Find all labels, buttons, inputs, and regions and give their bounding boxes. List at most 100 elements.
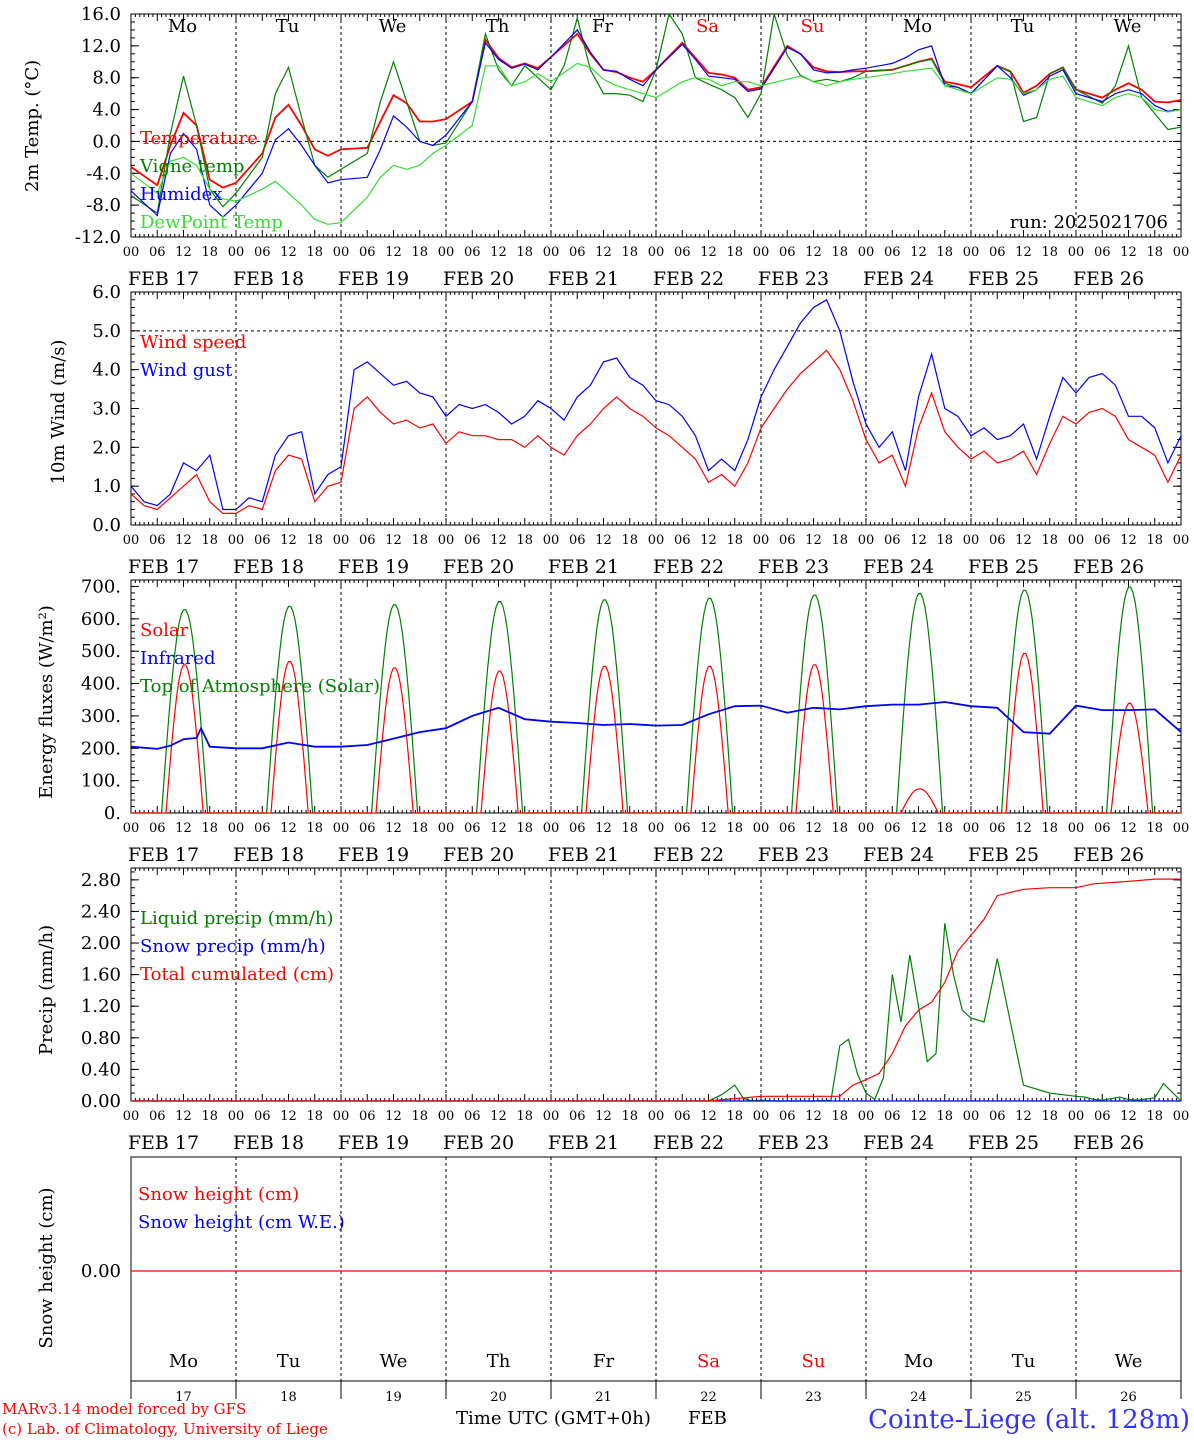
date-label: FEB 21 bbox=[548, 268, 619, 290]
hour-tick-label: 00 bbox=[228, 1109, 245, 1124]
date-label: FEB 20 bbox=[443, 268, 514, 290]
hour-tick-label: 06 bbox=[1094, 821, 1111, 836]
hour-tick-label: 00 bbox=[753, 245, 770, 260]
weekday-label: Th bbox=[487, 1351, 511, 1372]
hour-tick-label: 18 bbox=[1041, 533, 1058, 548]
hour-tick-label: 12 bbox=[595, 1109, 612, 1124]
legend-snow-height: Snow height (cm) bbox=[138, 1184, 299, 1205]
legend-infrared: Infrared bbox=[140, 648, 215, 669]
hour-tick-label: 18 bbox=[411, 1109, 428, 1124]
hour-tick-label: 18 bbox=[201, 821, 218, 836]
hour-tick-label: 18 bbox=[726, 1109, 743, 1124]
hour-tick-label: 00 bbox=[858, 245, 875, 260]
hour-tick-label: 00 bbox=[1068, 1109, 1085, 1124]
day-number-label: 22 bbox=[700, 1390, 717, 1405]
date-label: FEB 21 bbox=[548, 844, 619, 866]
hour-tick-label: 12 bbox=[1120, 1109, 1137, 1124]
hour-tick-label: 00 bbox=[963, 821, 980, 836]
legend-humidex: Humidex bbox=[140, 184, 222, 205]
hour-tick-label: 12 bbox=[700, 245, 717, 260]
hour-tick-label: 12 bbox=[1015, 821, 1032, 836]
hour-tick-label: 06 bbox=[569, 533, 586, 548]
date-label: FEB 25 bbox=[968, 844, 1039, 866]
hour-tick-label: 00 bbox=[648, 245, 665, 260]
hour-tick-label: 18 bbox=[726, 821, 743, 836]
hour-tick-label: 06 bbox=[674, 245, 691, 260]
hour-tick-label: 18 bbox=[411, 533, 428, 548]
hour-tick-label: 06 bbox=[1094, 1109, 1111, 1124]
date-label: FEB 24 bbox=[863, 844, 934, 866]
hour-tick-label: 00 bbox=[123, 1109, 140, 1124]
hour-tick-label: 12 bbox=[385, 533, 402, 548]
date-label: FEB 23 bbox=[758, 844, 829, 866]
y-tick-label: 2.00 bbox=[81, 933, 121, 954]
hour-tick-label: 06 bbox=[359, 1109, 376, 1124]
hour-tick-label: 06 bbox=[884, 533, 901, 548]
station-name: Cointe-Liege (alt. 128m) bbox=[868, 1405, 1190, 1435]
hour-tick-label: 06 bbox=[779, 245, 796, 260]
date-label: FEB 20 bbox=[443, 844, 514, 866]
hour-tick-label: 00 bbox=[1068, 533, 1085, 548]
hour-tick-label: 06 bbox=[779, 821, 796, 836]
y-tick-label: 0.40 bbox=[81, 1059, 121, 1080]
hour-tick-label: 06 bbox=[1094, 533, 1111, 548]
y-tick-label: 1.20 bbox=[81, 996, 121, 1017]
weekday-label: Su bbox=[801, 16, 825, 37]
hour-tick-label: 12 bbox=[805, 245, 822, 260]
hour-tick-label: 18 bbox=[831, 533, 848, 548]
temperature-ylabel: 2m Temp. (°C) bbox=[22, 60, 43, 192]
date-label: FEB 19 bbox=[338, 556, 409, 578]
hour-tick-label: 06 bbox=[359, 245, 376, 260]
date-label: FEB 18 bbox=[233, 268, 304, 290]
hour-tick-label: 06 bbox=[779, 533, 796, 548]
date-label: FEB 18 bbox=[233, 844, 304, 866]
date-label: FEB 20 bbox=[443, 1132, 514, 1154]
y-tick-label: 6.0 bbox=[92, 282, 121, 303]
weekday-label: Tu bbox=[1012, 1351, 1036, 1372]
date-label: FEB 23 bbox=[758, 556, 829, 578]
legend-toa-solar: Top of Atmosphere (Solar) bbox=[140, 676, 380, 697]
hour-tick-label: 00 bbox=[333, 821, 350, 836]
hour-tick-label: 12 bbox=[805, 1109, 822, 1124]
hour-tick-label: 12 bbox=[280, 1109, 297, 1124]
series-wind-gust bbox=[130, 298, 1182, 511]
y-tick-label: 16.0 bbox=[81, 4, 121, 25]
y-tick-label: 200. bbox=[81, 738, 121, 759]
weekday-label: We bbox=[1114, 16, 1142, 37]
y-tick-label: 8.0 bbox=[92, 68, 121, 89]
y-tick-label: 0.00 bbox=[81, 1261, 121, 1282]
hour-tick-label: 18 bbox=[726, 245, 743, 260]
y-tick-label: 0.0 bbox=[92, 131, 121, 152]
hour-tick-label: 12 bbox=[805, 533, 822, 548]
hour-tick-label: 12 bbox=[175, 533, 192, 548]
hour-tick-label: 00 bbox=[963, 533, 980, 548]
hour-tick-label: 18 bbox=[726, 533, 743, 548]
hour-tick-label: 06 bbox=[254, 821, 271, 836]
hour-tick-label: 00 bbox=[438, 533, 455, 548]
hour-tick-label: 06 bbox=[569, 1109, 586, 1124]
y-tick-label: 100. bbox=[81, 771, 121, 792]
precip-ylabel: Precip (mm/h) bbox=[36, 925, 57, 1055]
date-label: FEB 19 bbox=[338, 268, 409, 290]
date-label: FEB 18 bbox=[233, 556, 304, 578]
day-number-label: 24 bbox=[910, 1390, 927, 1405]
hour-tick-label: 18 bbox=[621, 245, 638, 260]
date-label: FEB 22 bbox=[653, 844, 724, 866]
hour-tick-label: 00 bbox=[438, 245, 455, 260]
weekday-label: Fr bbox=[593, 1351, 614, 1372]
legend-vigne-temp: Vigne temp bbox=[139, 156, 244, 177]
hour-tick-label: 12 bbox=[805, 821, 822, 836]
hour-tick-label: 00 bbox=[123, 821, 140, 836]
hour-tick-label: 06 bbox=[464, 245, 481, 260]
legend-dewpoint-temp: DewPoint Temp bbox=[140, 212, 283, 233]
hour-tick-label: 12 bbox=[595, 245, 612, 260]
hour-tick-label: 06 bbox=[989, 1109, 1006, 1124]
date-label: FEB 21 bbox=[548, 556, 619, 578]
hour-tick-label: 18 bbox=[621, 533, 638, 548]
y-tick-label: 2.40 bbox=[81, 901, 121, 922]
hour-tick-label: 06 bbox=[779, 1109, 796, 1124]
weekday-label: Sa bbox=[696, 16, 719, 37]
hour-tick-label: 06 bbox=[674, 821, 691, 836]
legend-snow-precip: Snow precip (mm/h) bbox=[140, 936, 326, 957]
weekday-label: Fr bbox=[592, 16, 613, 37]
